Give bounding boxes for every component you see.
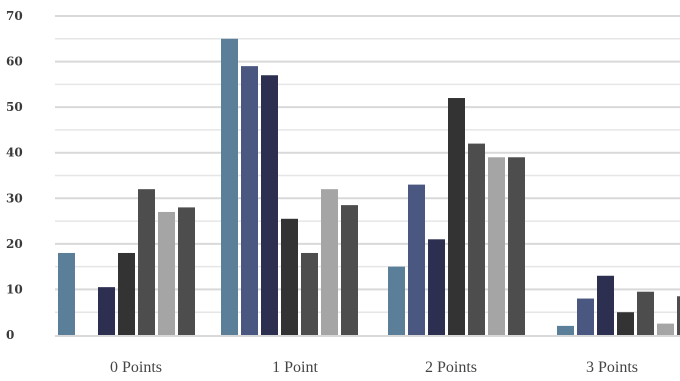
y-tick-label: 20 — [6, 237, 23, 251]
bar — [241, 66, 258, 335]
y-tick-label: 30 — [6, 191, 23, 205]
y-tick-label: 40 — [6, 146, 23, 160]
bar — [408, 184, 425, 335]
bar — [158, 211, 175, 335]
bar — [637, 291, 654, 335]
y-tick-label: 60 — [6, 55, 23, 69]
bar — [178, 207, 195, 335]
y-tick-label: 70 — [6, 9, 23, 23]
bar — [577, 298, 594, 335]
y-tick-label: 10 — [6, 282, 23, 296]
x-category-label: 2 Points — [425, 359, 477, 376]
x-axis-category-labels: 0 Points 1 Point 2 Points 3 Points — [110, 359, 638, 376]
y-tick-label: 50 — [6, 100, 23, 114]
bar — [58, 252, 75, 335]
bar — [118, 252, 135, 335]
bar — [557, 325, 574, 335]
bar — [677, 296, 680, 335]
bar — [448, 98, 465, 336]
bar — [321, 189, 338, 335]
y-axis-tick-labels: 0 10 20 30 40 50 60 70 — [6, 9, 23, 342]
bar — [138, 189, 155, 335]
bar — [281, 218, 298, 335]
bar — [301, 252, 318, 335]
bar — [341, 205, 358, 335]
bar — [597, 275, 614, 335]
bar — [428, 239, 445, 335]
bar — [261, 75, 278, 335]
bar — [388, 266, 405, 335]
bars — [58, 38, 680, 336]
gridlines — [55, 15, 680, 313]
bar — [488, 157, 505, 335]
x-category-label: 3 Points — [586, 359, 638, 376]
y-tick-label: 0 — [6, 328, 14, 342]
bar — [617, 312, 634, 335]
bar — [468, 143, 485, 335]
bar — [508, 157, 525, 335]
bar — [221, 38, 238, 336]
x-category-label: 1 Point — [272, 359, 318, 376]
bar — [657, 323, 674, 335]
x-category-label: 0 Points — [110, 359, 162, 376]
bar — [98, 287, 115, 335]
